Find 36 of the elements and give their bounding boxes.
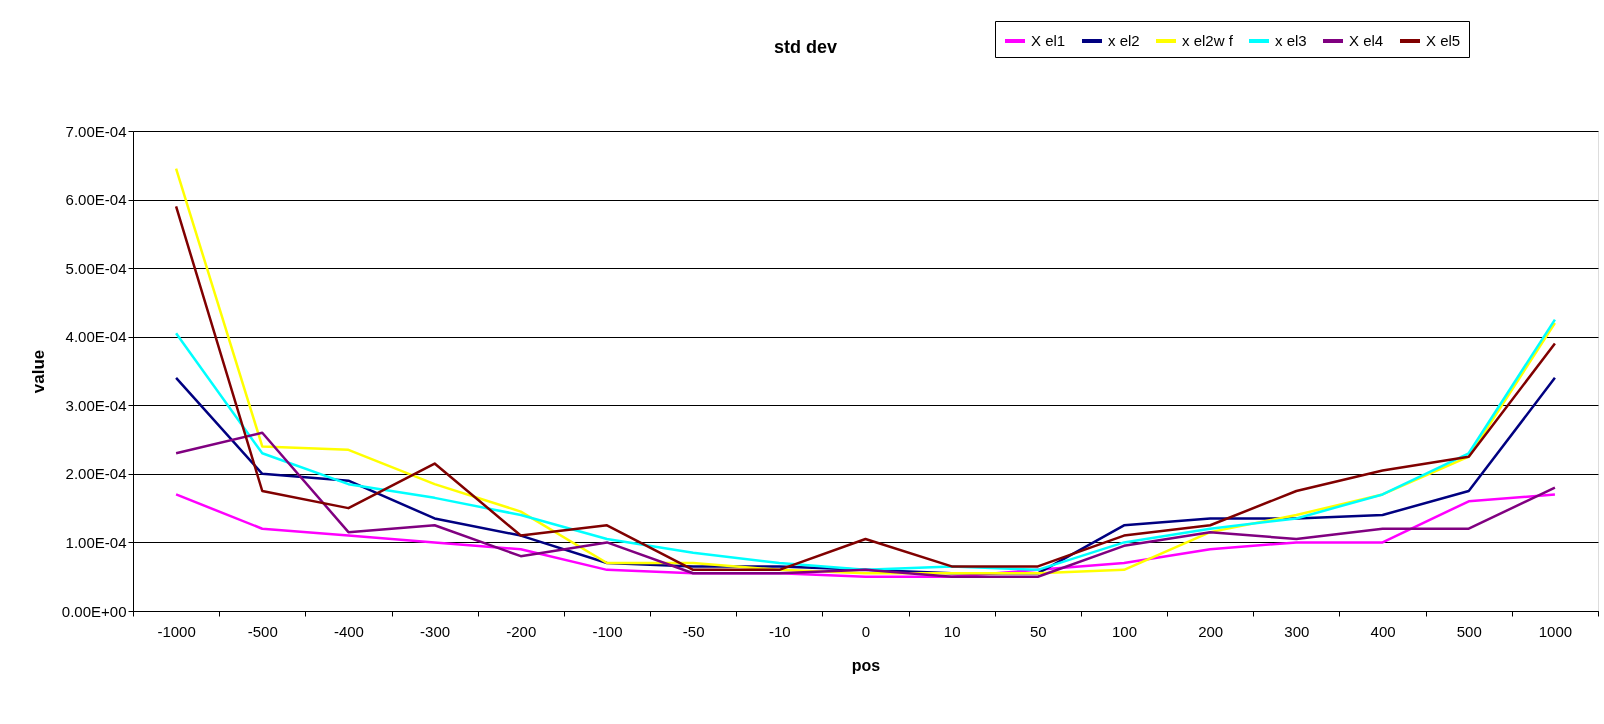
y-axis-title: value bbox=[28, 349, 48, 394]
x-tick-label: 500 bbox=[1456, 622, 1482, 640]
y-tick-label: 5.00E-04 bbox=[65, 259, 127, 277]
x-tick-label: -50 bbox=[682, 622, 705, 640]
y-tick-label: 6.00E-04 bbox=[65, 191, 127, 209]
x-tick-label: 200 bbox=[1198, 622, 1224, 640]
x-tick-label: 10 bbox=[943, 622, 961, 640]
x-tick-label: -10 bbox=[768, 622, 791, 640]
x-tick-label: 50 bbox=[1030, 622, 1047, 640]
legend-label: X el5 bbox=[1426, 32, 1461, 49]
y-tick-label: 3.00E-04 bbox=[65, 396, 127, 414]
y-tick-label: 1.00E-04 bbox=[65, 533, 127, 551]
x-tick-label: 100 bbox=[1112, 622, 1138, 640]
legend-label: x el3 bbox=[1275, 32, 1307, 49]
x-tick-label: -500 bbox=[247, 622, 278, 640]
x-tick-label: 400 bbox=[1370, 622, 1396, 640]
legend-label: x el2 bbox=[1108, 32, 1140, 49]
x-tick-label: 1000 bbox=[1538, 622, 1573, 640]
x-tick-label: -1000 bbox=[157, 622, 196, 640]
y-tick-label: 7.00E-04 bbox=[65, 122, 127, 140]
x-axis-title: pos bbox=[851, 656, 881, 674]
x-tick-label: -200 bbox=[506, 622, 537, 640]
legend-label: X el4 bbox=[1349, 32, 1384, 49]
y-tick-label: 2.00E-04 bbox=[65, 465, 127, 483]
x-tick-label: -100 bbox=[592, 622, 623, 640]
line-series bbox=[174, 318, 1557, 572]
line-series bbox=[174, 431, 1557, 578]
legend-label: x el2w f bbox=[1182, 32, 1234, 49]
legend-label: X el1 bbox=[1031, 32, 1066, 49]
x-tick-label: 300 bbox=[1284, 622, 1310, 640]
y-tick-label: 4.00E-04 bbox=[65, 328, 127, 346]
x-tick-label: 0 bbox=[861, 622, 871, 640]
x-tick-label: -300 bbox=[420, 622, 451, 640]
chart-title: std dev bbox=[773, 36, 838, 57]
x-tick-label: -400 bbox=[333, 622, 364, 640]
y-tick-label: 0.00E+00 bbox=[61, 602, 127, 620]
